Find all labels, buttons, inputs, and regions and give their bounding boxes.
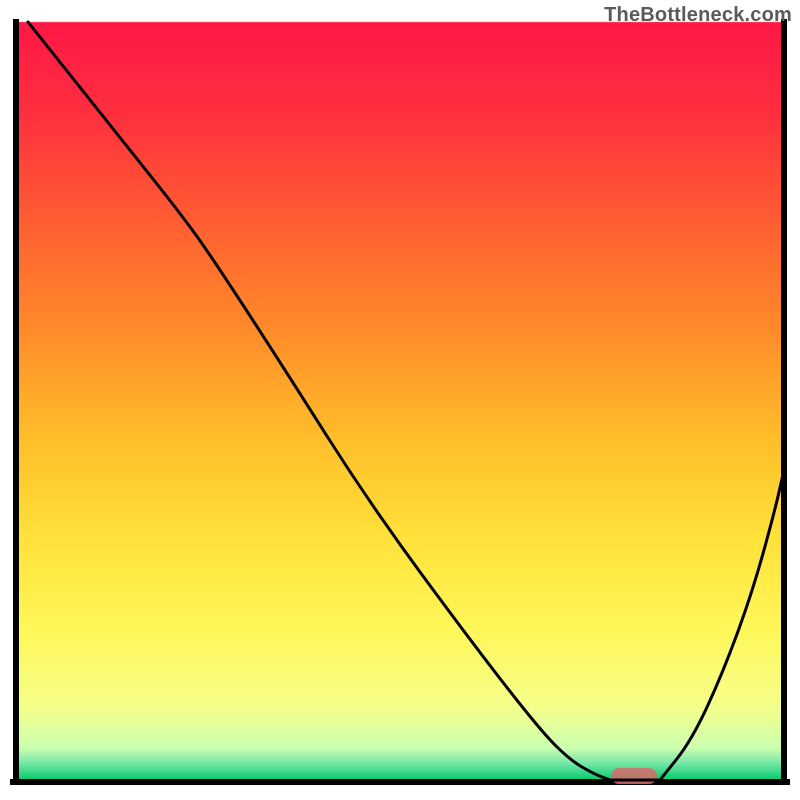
- chart-background-gradient: [0, 0, 800, 800]
- watermark-text: TheBottleneck.com: [604, 4, 792, 27]
- bottleneck-chart: TheBottleneck.com: [0, 0, 800, 800]
